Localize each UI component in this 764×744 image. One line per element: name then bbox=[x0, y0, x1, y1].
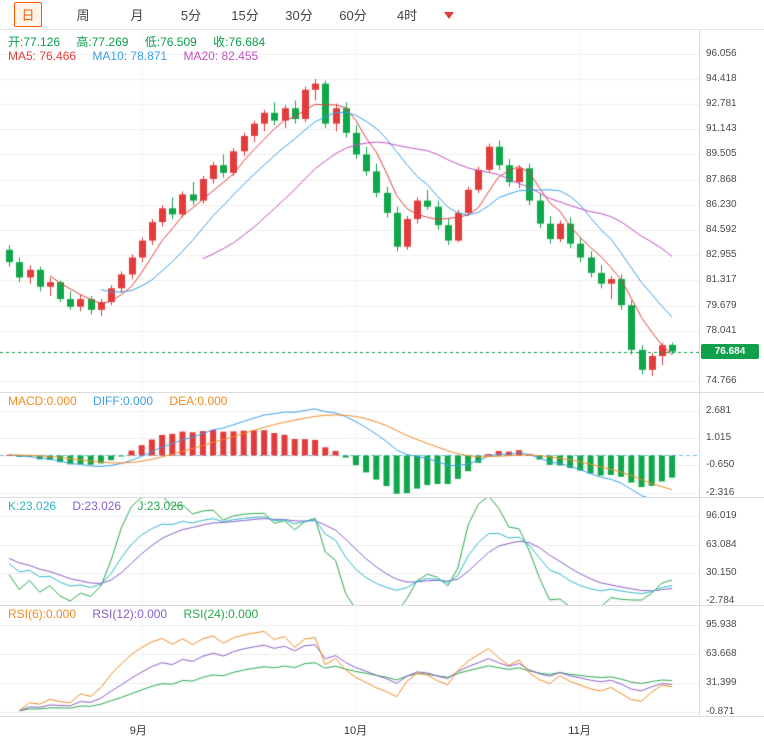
low-value: 低:76.509 bbox=[144, 35, 197, 49]
tab-15min[interactable]: 15分 bbox=[231, 8, 259, 23]
price-axis-label: 94.418 bbox=[706, 72, 737, 84]
price-axis: 96.056 94.418 92.781 91.143 89.505 87.868 86.2… bbox=[700, 30, 764, 392]
panel-separator bbox=[0, 716, 764, 717]
ma5-value: MA5: 76.466 bbox=[8, 49, 77, 63]
price-axis-label: 92.781 bbox=[706, 97, 737, 109]
macd-axis-label: -0.650 bbox=[706, 459, 735, 471]
price-axis-label: 86.230 bbox=[706, 198, 737, 210]
ohlc-summary: 开:77.126 高:77.269 低:76.509 收:76.684 bbox=[8, 33, 278, 50]
month-label: 9月 bbox=[129, 725, 147, 737]
tab-week[interactable]: 周 bbox=[76, 8, 90, 23]
rsi-axis-label: 31.399 bbox=[706, 676, 737, 688]
macd-axis-label: 1.015 bbox=[706, 432, 732, 444]
price-axis-label: 74.766 bbox=[706, 375, 737, 387]
tab-day[interactable]: 日 bbox=[14, 2, 42, 27]
price-axis-label: 79.679 bbox=[706, 299, 737, 311]
panel-separator bbox=[0, 392, 764, 393]
rsi-axis-label: 63.668 bbox=[706, 647, 737, 659]
d-value: D:23.026 bbox=[72, 499, 122, 513]
kdj-canvas[interactable] bbox=[0, 497, 699, 605]
tab-60min[interactable]: 60分 bbox=[339, 8, 367, 23]
axis-separator bbox=[699, 30, 700, 716]
panel-separator bbox=[0, 497, 764, 498]
dea-value: DEA:0.000 bbox=[169, 394, 228, 408]
period-toolbar: 日 周 月 5分 15分 30分 60分 4时 bbox=[0, 0, 764, 30]
macd-summary: MACD:0.000 DIFF:0.000 DEA:0.000 bbox=[8, 394, 240, 408]
price-axis-label: 82.955 bbox=[706, 249, 737, 261]
k-value: K:23.026 bbox=[8, 499, 57, 513]
price-axis-label: 84.592 bbox=[706, 223, 737, 235]
diff-value: DIFF:0.000 bbox=[93, 394, 154, 408]
rsi24-value: RSI(24):0.000 bbox=[183, 607, 259, 621]
ma20-value: MA20: 82.455 bbox=[183, 49, 259, 63]
kdj-axis-label: 30.150 bbox=[706, 566, 737, 578]
candlestick-canvas[interactable] bbox=[0, 30, 699, 392]
macd-axis: 2.681 1.015 -0.650 -2.316 bbox=[700, 392, 764, 498]
panel-separator bbox=[0, 605, 764, 606]
tab-4hour[interactable]: 4时 bbox=[396, 8, 418, 23]
price-axis-label: 91.143 bbox=[706, 123, 737, 135]
kdj-axis: 96.019 63.084 30.150 -2.784 bbox=[700, 497, 764, 605]
month-label: 10月 bbox=[343, 725, 368, 737]
price-axis-label: 87.868 bbox=[706, 173, 737, 185]
macd-canvas[interactable] bbox=[0, 392, 699, 497]
price-axis-label: 96.056 bbox=[706, 47, 737, 59]
kdj-axis-label: -2.784 bbox=[706, 594, 735, 606]
more-periods-icon[interactable] bbox=[444, 11, 454, 24]
rsi-axis-label: 95.938 bbox=[706, 618, 737, 630]
macd-value: MACD:0.000 bbox=[8, 394, 77, 408]
ma10-value: MA10: 78.871 bbox=[92, 49, 168, 63]
j-value: J:23.026 bbox=[137, 499, 184, 513]
rsi6-value: RSI(6):0.000 bbox=[8, 607, 77, 621]
rsi-axis: 95.938 63.668 31.399 -0.871 bbox=[700, 605, 764, 717]
price-axis-label: 89.505 bbox=[706, 148, 737, 160]
kdj-axis-label: 96.019 bbox=[706, 510, 737, 522]
high-value: 高:77.269 bbox=[76, 35, 129, 49]
tab-30min[interactable]: 30分 bbox=[285, 8, 313, 23]
tab-month[interactable]: 月 bbox=[130, 8, 144, 23]
time-axis: 9月 10月 11月 bbox=[0, 716, 700, 744]
ma-summary: MA5: 76.466 MA10: 78.871 MA20: 82.455 bbox=[8, 49, 271, 63]
close-value: 收:76.684 bbox=[213, 35, 266, 49]
kdj-summary: K:23.026 D:23.026 J:23.026 bbox=[8, 499, 196, 513]
macd-axis-label: 2.681 bbox=[706, 404, 732, 416]
kdj-axis-label: 63.084 bbox=[706, 538, 737, 550]
month-label: 11月 bbox=[568, 725, 591, 737]
tab-5min[interactable]: 5分 bbox=[180, 8, 202, 23]
price-axis-label: 81.317 bbox=[706, 274, 737, 286]
last-price-tag: 76.684 bbox=[701, 343, 759, 359]
price-axis-label: 78.041 bbox=[706, 324, 737, 336]
rsi-canvas[interactable] bbox=[0, 605, 699, 716]
open-value: 开:77.126 bbox=[8, 35, 61, 49]
rsi12-value: RSI(12):0.000 bbox=[92, 607, 168, 621]
rsi-summary: RSI(6):0.000 RSI(12):0.000 RSI(24):0.000 bbox=[8, 607, 271, 621]
macd-axis-label: -2.316 bbox=[706, 486, 735, 498]
rsi-axis-label: -0.871 bbox=[706, 705, 735, 717]
